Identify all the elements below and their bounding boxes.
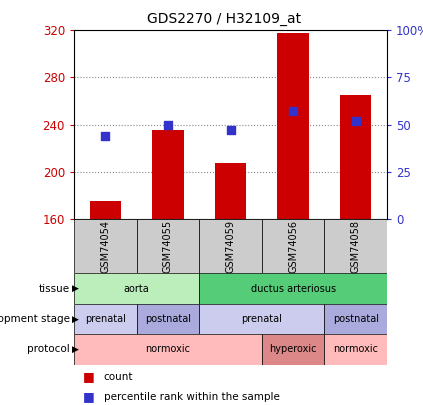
Text: percentile rank within the sample: percentile rank within the sample [104, 392, 280, 402]
Text: ■: ■ [82, 370, 94, 383]
Text: ▶: ▶ [72, 314, 79, 324]
Bar [340, 95, 371, 219]
Text: GSM74056: GSM74056 [288, 220, 298, 273]
Bar [324, 334, 387, 364]
Text: GSM74054: GSM74054 [100, 220, 110, 273]
Text: aorta: aorta [124, 284, 149, 294]
Point [227, 127, 234, 133]
Text: GSM74055: GSM74055 [163, 220, 173, 273]
Point [102, 132, 109, 139]
Text: GSM74058: GSM74058 [351, 220, 361, 273]
Text: normoxic: normoxic [146, 344, 190, 354]
Text: postnatal: postnatal [333, 314, 379, 324]
Text: postnatal: postnatal [145, 314, 191, 324]
Text: GSM74059: GSM74059 [225, 220, 236, 273]
Point [165, 121, 171, 128]
Text: prenatal: prenatal [85, 314, 126, 324]
Text: prenatal: prenatal [242, 314, 282, 324]
Bar [90, 201, 121, 219]
Text: protocol: protocol [27, 344, 70, 354]
Bar [262, 334, 324, 364]
Text: ■: ■ [82, 390, 94, 403]
Bar [324, 219, 387, 273]
Text: ductus arteriosus: ductus arteriosus [250, 284, 336, 294]
Bar [262, 219, 324, 273]
Bar [137, 304, 199, 334]
Bar [74, 304, 137, 334]
Bar [137, 219, 199, 273]
Text: hyperoxic: hyperoxic [269, 344, 317, 354]
Bar [74, 219, 137, 273]
Bar [199, 273, 387, 304]
Bar [152, 130, 184, 219]
Text: ▶: ▶ [72, 345, 79, 354]
Bar [74, 273, 199, 304]
Bar [277, 33, 309, 219]
Text: ▶: ▶ [72, 284, 79, 293]
Bar [74, 334, 262, 364]
Bar [199, 304, 324, 334]
Bar [215, 163, 246, 219]
Point [352, 117, 359, 124]
Point [290, 108, 297, 115]
Text: development stage: development stage [0, 314, 70, 324]
Bar [199, 219, 262, 273]
Text: normoxic: normoxic [333, 344, 378, 354]
Text: tissue: tissue [38, 284, 70, 294]
Text: count: count [104, 372, 133, 382]
Text: GDS2270 / H32109_at: GDS2270 / H32109_at [147, 12, 301, 26]
Bar [324, 304, 387, 334]
